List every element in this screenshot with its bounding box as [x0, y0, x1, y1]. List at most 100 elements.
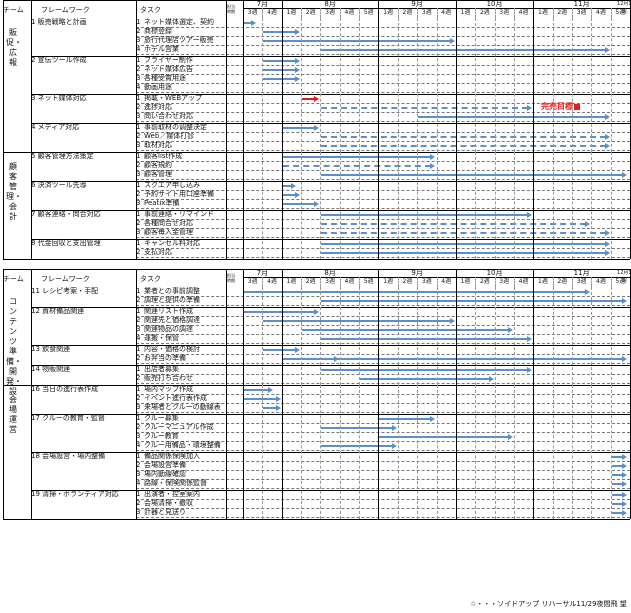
schedule-bar — [321, 297, 627, 304]
task-number: 3 — [136, 112, 141, 120]
task-row-divider — [136, 103, 630, 104]
week-label: 2週 — [402, 278, 413, 285]
task-number: 3 — [136, 141, 141, 149]
week-divider — [359, 385, 361, 519]
week-divider — [610, 18, 612, 152]
schedule-bar — [321, 240, 610, 247]
week-label: 4週 — [441, 9, 452, 16]
header-month-border — [455, 0, 457, 18]
week-divider — [436, 287, 438, 385]
header-col-border — [3, 269, 4, 287]
week-label: 3週 — [499, 9, 510, 16]
header-col-border — [136, 0, 137, 18]
task-number: 1 — [136, 210, 141, 218]
schedule-bar — [263, 317, 455, 324]
footer-note: ☆・・・ソイドアップ リハーサル11/29夜間飛 望 — [470, 600, 627, 608]
task-label: 進捗対応 — [144, 103, 172, 111]
team-label: コンテンツ準備・開発・設 — [6, 297, 22, 396]
task-row-divider — [136, 257, 630, 258]
schedule-bar — [379, 415, 436, 422]
task-row-divider — [136, 325, 630, 326]
task-number: 2 — [136, 190, 141, 198]
month-label: 8月 — [324, 269, 336, 277]
framework-label: 18 会場設営・場内整備 — [31, 452, 106, 460]
task-label: 路線・保険関係監督 — [144, 479, 207, 487]
section-col-border — [243, 18, 244, 152]
week-label: 4週 — [267, 278, 277, 285]
month-label: 11月 — [573, 269, 590, 277]
task-label: クルー用備品・環境整備 — [144, 441, 221, 449]
week-divider — [475, 152, 477, 259]
task-row-divider — [136, 132, 630, 133]
header-week-divider — [301, 277, 303, 287]
header-week-divider — [475, 277, 477, 287]
task-number: 3 — [136, 432, 141, 440]
red-arrow-bar — [302, 95, 320, 102]
task-number: 1 — [136, 414, 141, 422]
header-team: チーム — [3, 275, 24, 283]
schedule-bar — [282, 124, 320, 131]
task-number: 4 — [136, 441, 141, 449]
week-divider — [571, 18, 573, 152]
week-label: 4週 — [267, 9, 277, 16]
task-number: 1 — [136, 123, 141, 131]
header-week-divider — [359, 8, 361, 18]
schedule-bar — [321, 442, 398, 449]
task-label: クルーマニュアル作成 — [144, 423, 214, 431]
header-week-divider — [513, 8, 515, 18]
task-row-divider — [136, 423, 630, 424]
task-label: 関連先と価格調達 — [144, 316, 200, 324]
week-label: 4週 — [441, 278, 452, 285]
header-top-border — [3, 0, 630, 1]
week-divider — [397, 287, 399, 385]
task-row-divider — [136, 179, 630, 180]
month-label: 11月 — [573, 0, 590, 8]
task-row-divider — [136, 432, 630, 433]
week-label: 5週 — [363, 278, 374, 285]
group-divider — [31, 123, 630, 124]
task-row-divider — [136, 141, 630, 142]
header-month-border — [455, 269, 457, 287]
schedule-bar — [244, 386, 273, 393]
task-label: お弁当の準備 — [144, 354, 186, 362]
week-divider — [301, 287, 303, 385]
week-divider — [475, 18, 477, 152]
task-label: 来場者とクルーの動線表 — [144, 403, 221, 411]
task-number: 2 — [136, 354, 141, 362]
section-col-border — [226, 287, 227, 385]
header-col-border — [226, 0, 227, 18]
task-label: 動画用途 — [144, 83, 172, 91]
task-number: 4 — [136, 83, 141, 91]
schedule-bar — [611, 500, 628, 507]
header-week-divider — [436, 277, 438, 287]
task-label: 支払対応 — [144, 248, 172, 256]
task-row-divider — [136, 36, 630, 37]
schedule-bar — [321, 249, 610, 256]
framework-label: 13 飲食関連 — [31, 345, 71, 353]
task-row-divider — [136, 150, 630, 151]
week-divider — [571, 287, 573, 385]
month-label: 10月 — [486, 0, 503, 8]
task-row-divider — [136, 83, 630, 84]
task-number: 1 — [136, 365, 141, 373]
week-divider — [359, 287, 361, 385]
task-row-divider — [136, 45, 630, 46]
header-week-divider — [571, 8, 573, 18]
task-label: 出演者・控室案内 — [144, 490, 200, 498]
task-number: 3 — [136, 508, 141, 516]
group-divider — [31, 490, 630, 491]
task-row-divider — [136, 219, 630, 220]
header-framework: フレームワーク — [41, 6, 90, 14]
week-divider — [339, 385, 341, 519]
section-col-border — [243, 152, 244, 259]
framework-label: 17 クルーの教育・監督 — [31, 414, 105, 422]
week-divider — [552, 287, 554, 385]
week-divider — [320, 287, 322, 385]
schedule-bar — [321, 104, 533, 111]
task-label: 場内マップ作成 — [144, 385, 193, 393]
task-label: クルー募集 — [144, 414, 179, 422]
task-label: 備品関係保険加入 — [144, 452, 200, 460]
header-col-border — [31, 0, 32, 18]
week-divider — [552, 18, 554, 152]
section-col-border — [31, 152, 32, 259]
